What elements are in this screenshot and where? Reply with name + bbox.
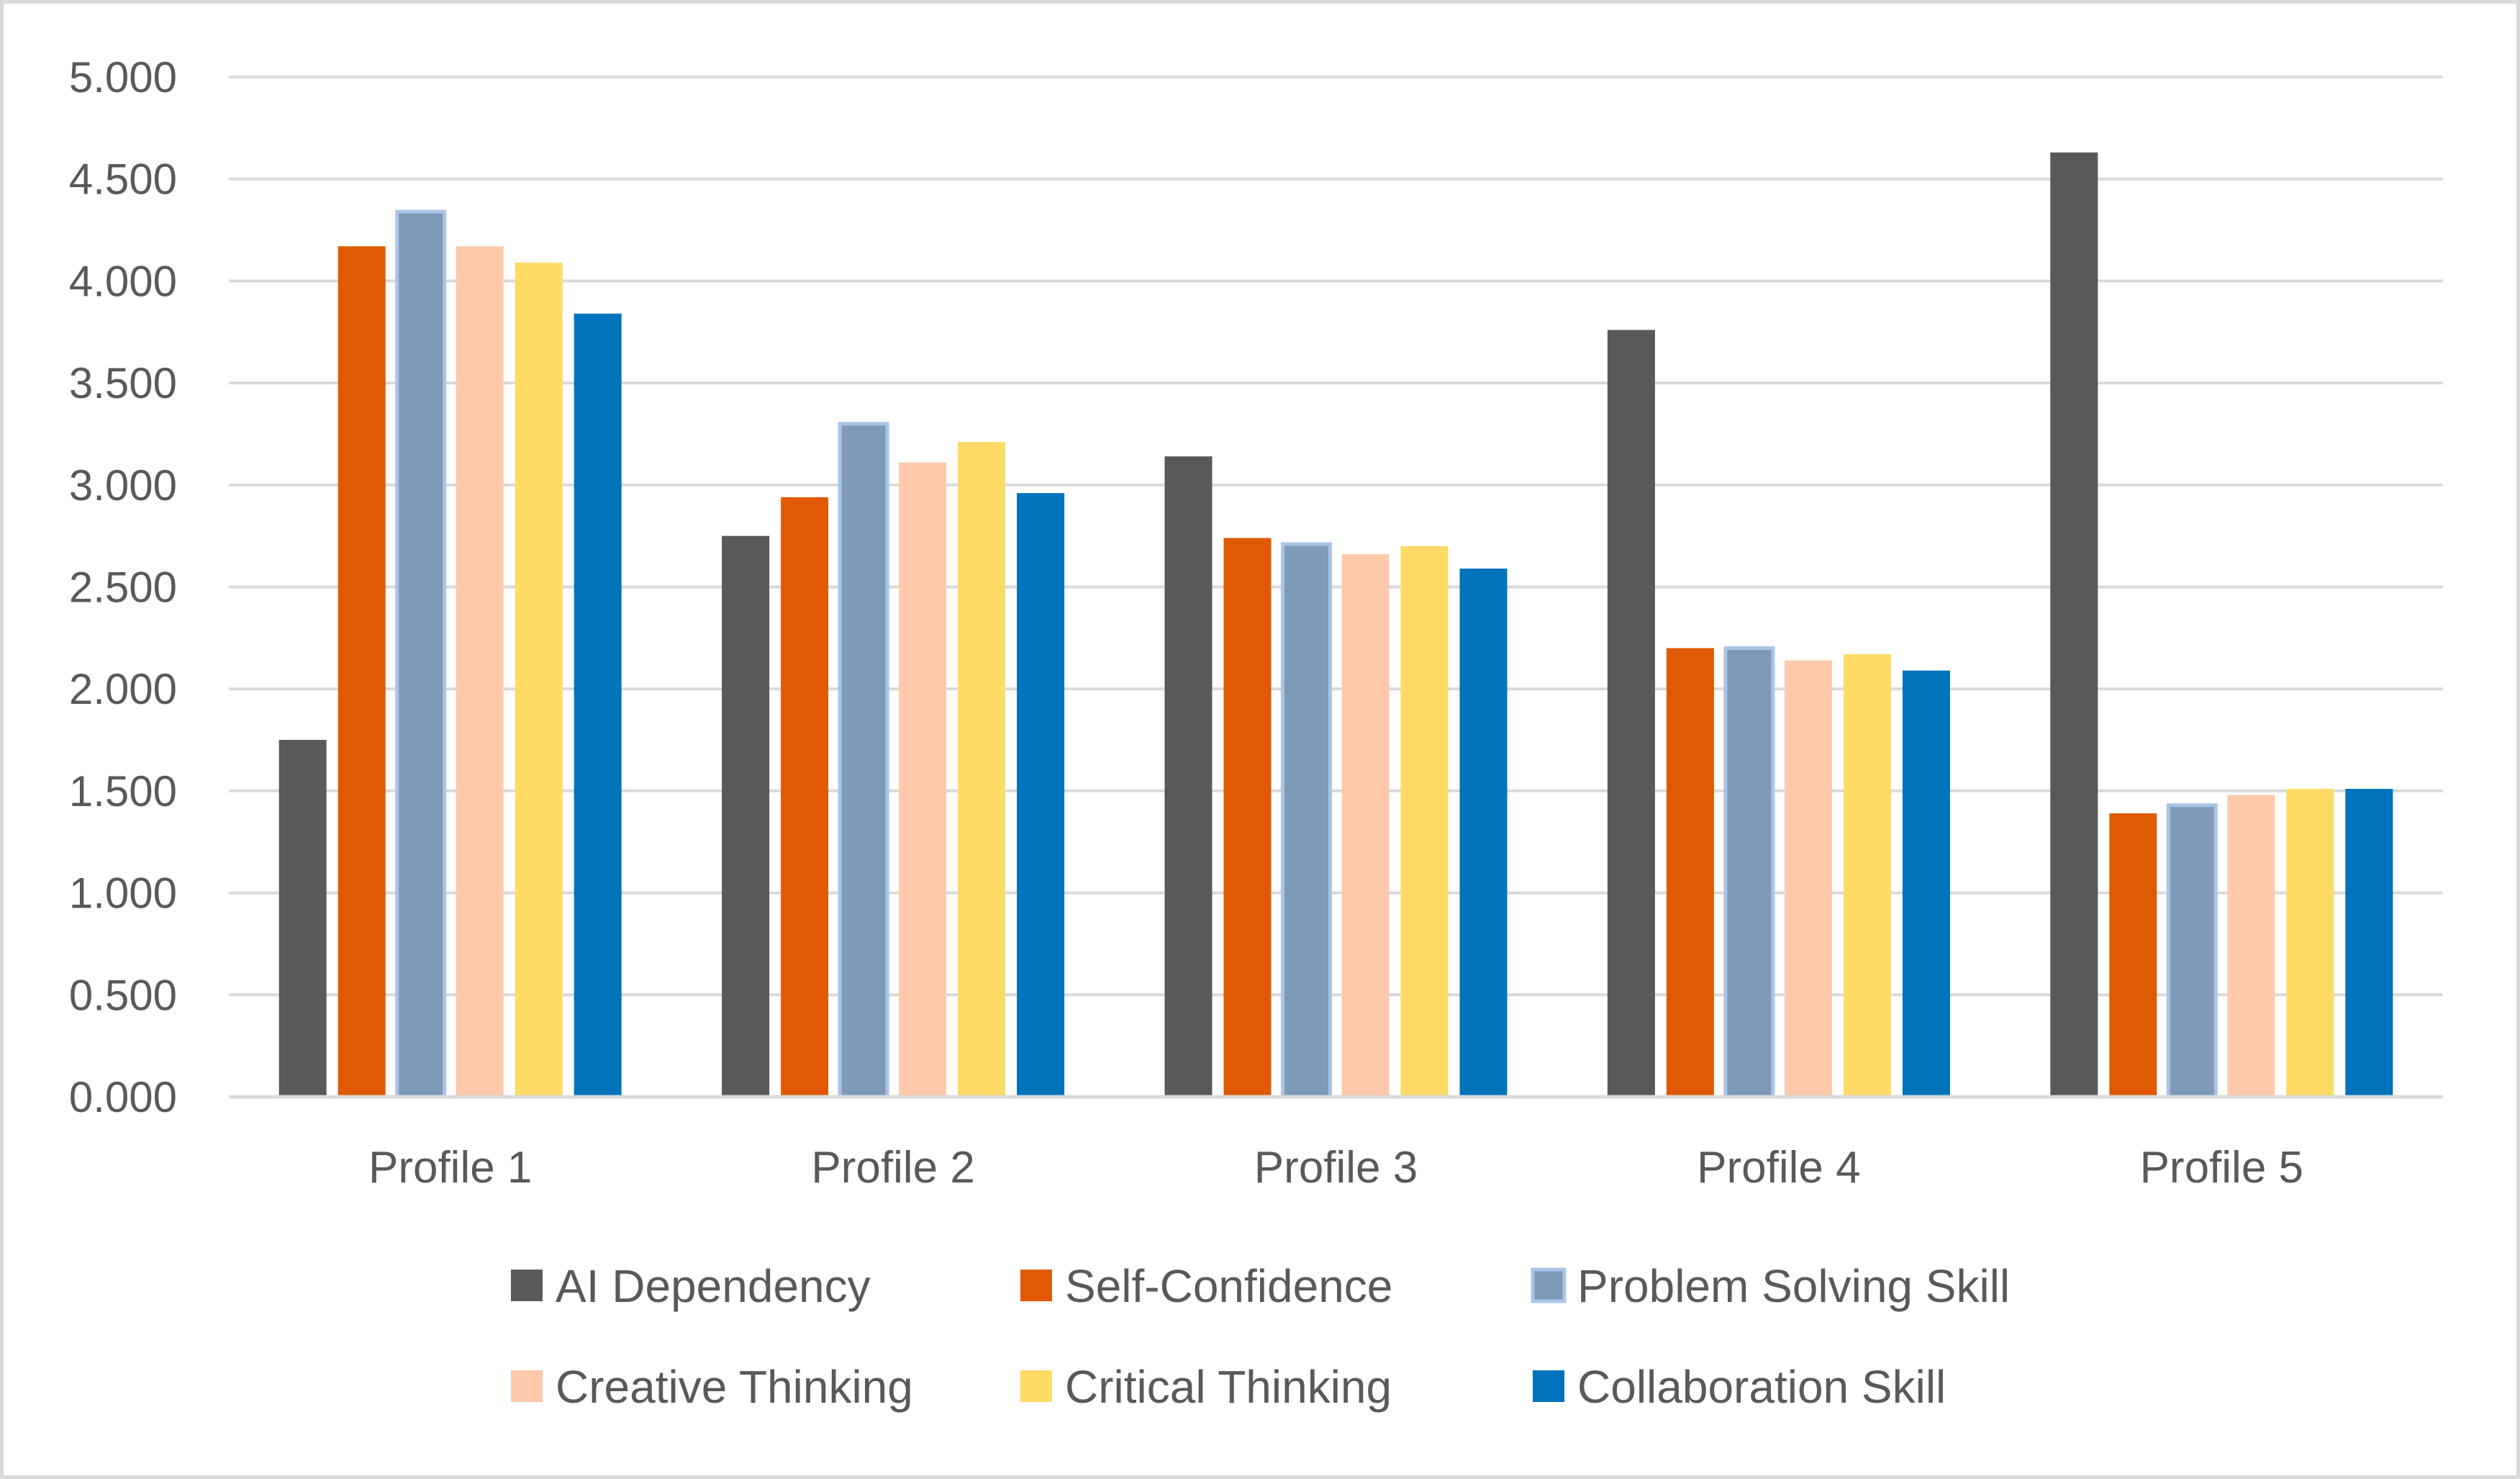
bar-problem-solving-skill-profile-1	[395, 209, 447, 1099]
legend-label: Self-Confidence	[1065, 1260, 1392, 1312]
bar-problem-solving-skill-profile-3	[1281, 542, 1332, 1099]
bar-collaboration-skill-profile-1	[574, 313, 622, 1097]
bar-ai-dependency-profile-4	[1607, 330, 1655, 1097]
bar-critical-thinking-profile-5	[2286, 789, 2334, 1097]
bar-problem-solving-skill-profile-4	[1723, 646, 1775, 1099]
bar-problem-solving-skill-profile-5	[2166, 803, 2218, 1099]
y-tick-label: 0.000	[69, 1073, 177, 1121]
bar-self-confidence-profile-4	[1666, 648, 1714, 1097]
bar-ai-dependency-profile-2	[722, 535, 770, 1097]
x-tick-label: Profile 2	[811, 1143, 974, 1193]
legend-label: Problem Solving Skill	[1577, 1260, 2010, 1312]
bar-creative-thinking-profile-1	[455, 246, 504, 1098]
bar-self-confidence-profile-2	[781, 497, 829, 1097]
bar-critical-thinking-profile-1	[515, 262, 563, 1097]
legend-swatch-self-confidence	[1020, 1270, 1052, 1301]
y-tick-label: 5.000	[69, 53, 177, 101]
legend-swatch-collaboration-skill	[1533, 1370, 1564, 1402]
x-tick-label: Profile 4	[1697, 1143, 1860, 1193]
bar-creative-thinking-profile-2	[899, 462, 947, 1097]
y-tick-label: 0.500	[69, 971, 177, 1019]
legend-label: Collaboration Skill	[1577, 1361, 1946, 1413]
legend-label: Critical Thinking	[1065, 1361, 1392, 1413]
bar-creative-thinking-profile-4	[1784, 660, 1832, 1097]
legend-label: Creative Thinking	[556, 1361, 913, 1413]
bar-collaboration-skill-profile-2	[1017, 493, 1065, 1097]
x-tick-label: Profile 1	[368, 1143, 532, 1193]
legend-swatch-ai-dependency	[511, 1270, 543, 1301]
legend: AI Dependency Self-Confidence Problem Solv…	[511, 1260, 2010, 1413]
y-tick-label: 3.500	[69, 359, 177, 407]
bar-critical-thinking-profile-2	[958, 442, 1006, 1097]
bar-collaboration-skill-profile-3	[1459, 568, 1508, 1097]
y-axis-ticks: 0.000 0.500 1.000 1.500 2.000 2.500 3.000 3.500…	[69, 53, 177, 1121]
bar-collaboration-skill-profile-5	[2345, 789, 2393, 1097]
y-tick-label: 2.000	[69, 665, 177, 713]
bar-self-confidence-profile-5	[2109, 813, 2157, 1097]
bar-self-confidence-profile-3	[1223, 538, 1272, 1097]
y-tick-label: 1.500	[69, 767, 177, 815]
legend-item-problem-solving-skill: Problem Solving Skill	[1531, 1260, 2010, 1312]
legend-item-ai-dependency: AI Dependency	[511, 1260, 871, 1312]
bar-creative-thinking-profile-5	[2227, 795, 2275, 1097]
y-tick-label: 1.000	[69, 869, 177, 918]
bar-self-confidence-profile-1	[337, 246, 386, 1098]
legend-item-critical-thinking: Critical Thinking	[1020, 1361, 1392, 1413]
x-tick-label: Profile 5	[2140, 1143, 2303, 1193]
bar-critical-thinking-profile-4	[1843, 654, 1891, 1097]
bars	[278, 152, 2393, 1099]
y-tick-label: 4.000	[69, 257, 177, 305]
bar-critical-thinking-profile-3	[1400, 546, 1449, 1097]
legend-swatch-problem-solving-skill	[1531, 1267, 1567, 1303]
y-tick-label: 2.500	[69, 564, 177, 612]
bar-ai-dependency-profile-3	[1164, 456, 1213, 1097]
x-tick-label: Profile 3	[1254, 1143, 1418, 1193]
legend-item-collaboration-skill: Collaboration Skill	[1533, 1361, 1946, 1413]
legend-swatch-critical-thinking	[1020, 1370, 1052, 1402]
legend-label: AI Dependency	[556, 1260, 871, 1312]
bar-creative-thinking-profile-3	[1341, 554, 1390, 1097]
bar-ai-dependency-profile-5	[2050, 152, 2098, 1097]
x-axis: Profile 1 Profile 2 Profile 3 Profile 4 Prof…	[229, 1095, 2443, 1193]
y-tick-label: 4.500	[69, 155, 177, 204]
bar-problem-solving-skill-profile-2	[838, 422, 889, 1099]
legend-swatch-creative-thinking	[511, 1370, 543, 1402]
legend-item-creative-thinking: Creative Thinking	[511, 1361, 913, 1413]
legend-item-self-confidence: Self-Confidence	[1020, 1260, 1392, 1312]
bar-collaboration-skill-profile-4	[1902, 670, 1950, 1097]
bar-ai-dependency-profile-1	[278, 740, 327, 1097]
y-tick-label: 3.000	[69, 461, 177, 510]
